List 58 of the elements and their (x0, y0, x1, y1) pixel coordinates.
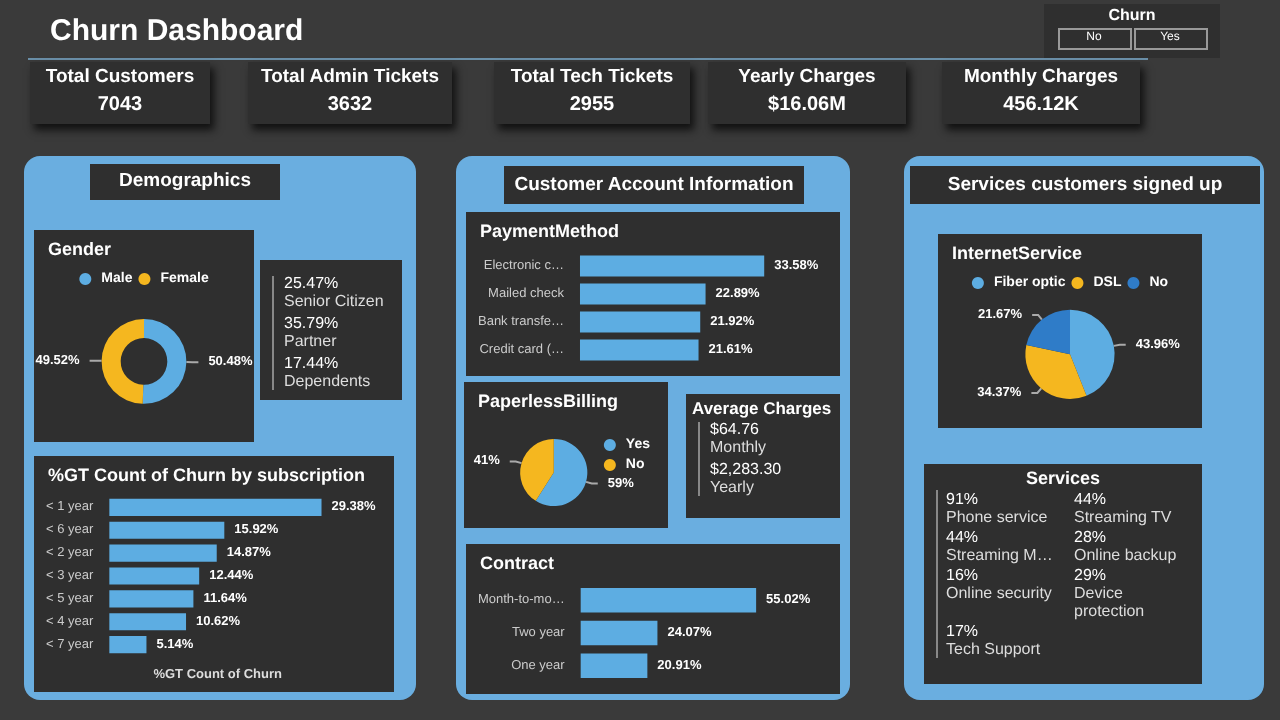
chart-title: %GT Count of Churn by subscription (48, 465, 365, 485)
text: 2955 (567, 94, 617, 116)
text: Partner (284, 331, 339, 350)
text: $64.76 (710, 420, 761, 439)
bar (109, 567, 200, 585)
text: Customer Account Information (504, 166, 804, 204)
text: 3632 (325, 94, 375, 116)
text: Services (1023, 468, 1103, 488)
text: 91% (946, 490, 981, 508)
bar (579, 339, 699, 361)
text: Device protection (1074, 584, 1147, 620)
text: Demographics (90, 164, 280, 200)
chart-title: InternetService (952, 243, 1083, 263)
text: 35.79% (284, 314, 341, 333)
bar (109, 613, 187, 631)
text: 28% (1074, 528, 1109, 546)
text: Total Tech Tickets (508, 66, 676, 88)
text: $16.06M (766, 94, 848, 116)
text: Streaming M… (946, 546, 1055, 564)
bar (109, 590, 194, 608)
text: Average Charges (692, 398, 834, 418)
bar (579, 255, 765, 277)
text: 29% (1074, 566, 1109, 584)
text: Yearly Charges (736, 66, 878, 88)
text: 17% (946, 622, 981, 640)
chart-title: PaperlessBilling (478, 391, 619, 411)
chart-title: PaymentMethod (480, 221, 620, 241)
text: Yearly (710, 477, 756, 496)
bar (109, 544, 217, 562)
bar (109, 636, 147, 654)
text: Total Admin Tickets (258, 66, 442, 88)
text: Monthly (710, 437, 769, 456)
text: 44% (946, 528, 981, 546)
bar (109, 521, 225, 539)
text: 17.44% (284, 354, 341, 373)
text: Churn Dashboard (50, 14, 304, 48)
text: Total Customers (43, 66, 197, 88)
chart-title: Contract (480, 553, 555, 573)
text: Online security (946, 584, 1054, 602)
text: 456.12K (1001, 94, 1081, 116)
text: Dependents (284, 371, 373, 390)
text: 16% (946, 566, 981, 584)
text: 7043 (95, 94, 145, 116)
text: Streaming TV (1074, 508, 1174, 526)
bar (579, 311, 701, 333)
text: Churn (1106, 6, 1158, 24)
text: Senior Citizen (284, 291, 386, 310)
text: 25.47% (284, 274, 341, 293)
chart-title: Gender (48, 239, 113, 259)
bar (109, 498, 322, 516)
bar (579, 283, 706, 305)
text: Services customers signed up (910, 166, 1260, 204)
text: Monthly Charges (961, 66, 1121, 88)
text: Online backup (1074, 546, 1179, 564)
text: 44% (1074, 490, 1109, 508)
text: Tech Support (946, 640, 1043, 658)
text: $2,283.30 (710, 460, 784, 479)
text: Phone service (946, 508, 1050, 526)
